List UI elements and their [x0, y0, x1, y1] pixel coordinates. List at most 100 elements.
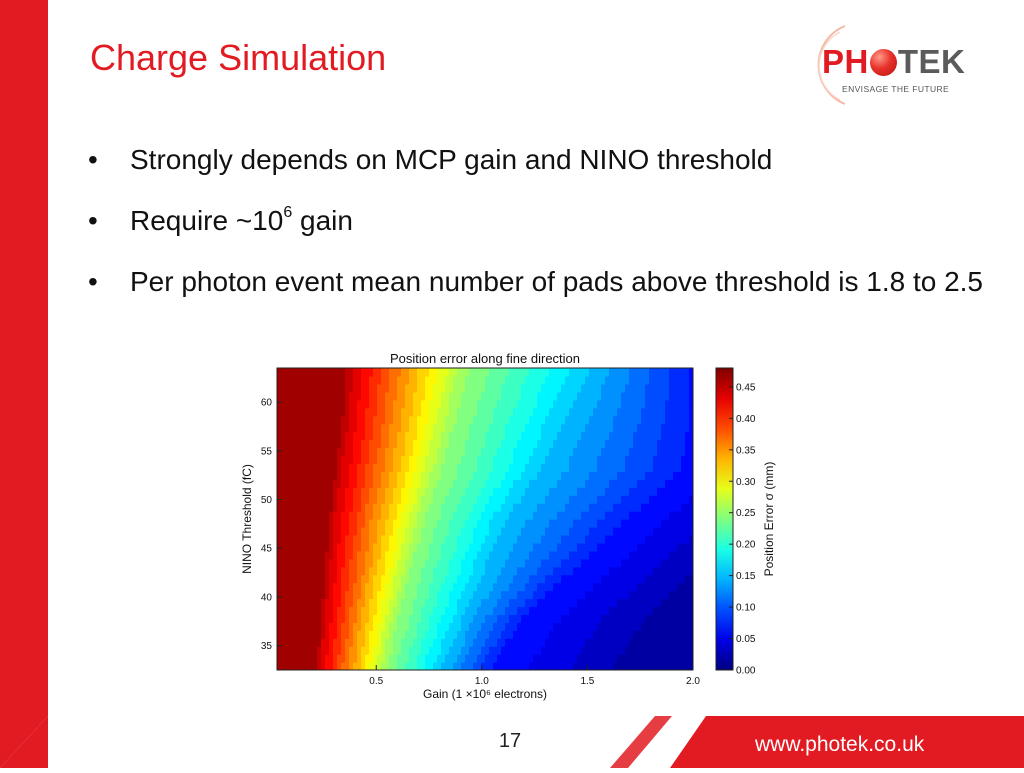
heatmap-cell [329, 598, 334, 608]
heatmap-cell [493, 582, 498, 592]
heatmap-cell [689, 431, 693, 441]
heatmap-cell [521, 407, 526, 417]
heatmap-cell [541, 638, 546, 647]
heatmap-cell [445, 646, 450, 655]
heatmap-cell [441, 423, 446, 433]
heatmap-cell [685, 487, 690, 496]
heatmap-cell [377, 582, 382, 592]
heatmap-cell [433, 463, 438, 472]
heatmap-cell [301, 415, 306, 425]
heatmap-cell [293, 368, 298, 377]
heatmap-cell [457, 654, 462, 663]
heatmap-cell [453, 391, 458, 401]
heatmap-cell [413, 622, 418, 631]
heatmap-cell [313, 662, 318, 670]
heatmap-cell [357, 368, 362, 377]
heatmap-cell [389, 423, 394, 433]
heatmap-cell [405, 622, 410, 631]
heatmap-cell [569, 630, 574, 639]
heatmap-cell [509, 558, 514, 568]
heatmap-cell [461, 503, 466, 512]
heatmap-cell [657, 423, 662, 433]
heatmap-cell [413, 383, 418, 393]
heatmap-cell [465, 399, 470, 409]
heatmap-cell [653, 455, 658, 464]
heatmap-cell [601, 431, 606, 441]
heatmap-cell [649, 582, 654, 592]
heatmap-cell [457, 566, 462, 576]
heatmap-cell [573, 558, 578, 568]
heatmap-cell [401, 368, 406, 377]
heatmap-cell [593, 534, 598, 544]
heatmap-cell [373, 368, 378, 377]
heatmap-cell [517, 534, 522, 544]
heatmap-cell [633, 606, 638, 615]
heatmap-cell [541, 399, 546, 409]
heatmap-cell [573, 511, 578, 520]
heatmap-cell [629, 439, 634, 449]
heatmap-cell [321, 630, 326, 639]
heatmap-cell [285, 399, 290, 409]
heatmap-cell [657, 542, 662, 552]
heatmap-cell [621, 630, 626, 639]
heatmap-cell [613, 550, 618, 560]
heatmap-cell [529, 654, 534, 663]
heatmap-cell [677, 630, 682, 639]
heatmap-cell [509, 566, 514, 576]
heatmap-cell [613, 423, 618, 433]
website-link[interactable]: www.photek.co.uk [755, 733, 925, 756]
heatmap-cell [417, 614, 422, 623]
heatmap-cell [481, 614, 486, 623]
heatmap-cell [313, 550, 318, 560]
heatmap-cell [461, 614, 466, 623]
heatmap-cell [641, 439, 646, 449]
heatmap-cell [457, 479, 462, 488]
heatmap-cell [401, 431, 406, 441]
heatmap-cell [597, 455, 602, 464]
heatmap-cell [685, 614, 690, 623]
heatmap-cell [669, 511, 674, 520]
heatmap-cell [425, 646, 430, 655]
heatmap-cell [509, 487, 514, 496]
heatmap-cell [329, 375, 334, 385]
heatmap-cell [329, 479, 334, 488]
heatmap-cell [349, 550, 354, 560]
heatmap-cell [437, 511, 442, 520]
heatmap-cell [445, 495, 450, 504]
heatmap-cell [369, 622, 374, 631]
heatmap-cell [373, 383, 378, 393]
heatmap-cell [353, 566, 358, 576]
heatmap-cell [365, 471, 370, 480]
heatmap-cell [557, 368, 562, 377]
heatmap-cell [373, 558, 378, 568]
heatmap-cell [377, 519, 382, 528]
heatmap-cell [373, 654, 378, 663]
heatmap-cell [617, 455, 622, 464]
heatmap-cell [465, 431, 470, 441]
heatmap-cell [417, 399, 422, 409]
heatmap-cell [413, 463, 418, 472]
heatmap-cell [349, 534, 354, 544]
heatmap-cell [553, 479, 558, 488]
heatmap-cell [333, 590, 338, 600]
heatmap-cell [325, 479, 330, 488]
heatmap-cell [377, 375, 382, 385]
heatmap-cell [609, 415, 614, 425]
heatmap-cell [437, 614, 442, 623]
heatmap-cell [605, 391, 610, 401]
heatmap-cell [405, 391, 410, 401]
heatmap-cell [341, 503, 346, 512]
heatmap-cell [353, 495, 358, 504]
heatmap-cell [509, 495, 514, 504]
heatmap-cell [497, 471, 502, 480]
heatmap-cell [525, 606, 530, 615]
heatmap-cell [637, 495, 642, 504]
heatmap-cell [553, 622, 558, 631]
heatmap-cell [337, 503, 342, 512]
heatmap-cell [477, 511, 482, 520]
heatmap-cell [597, 574, 602, 584]
heatmap-cell [441, 654, 446, 663]
heatmap-cell [613, 439, 618, 449]
heatmap-cell [365, 511, 370, 520]
heatmap-cell [297, 598, 302, 608]
